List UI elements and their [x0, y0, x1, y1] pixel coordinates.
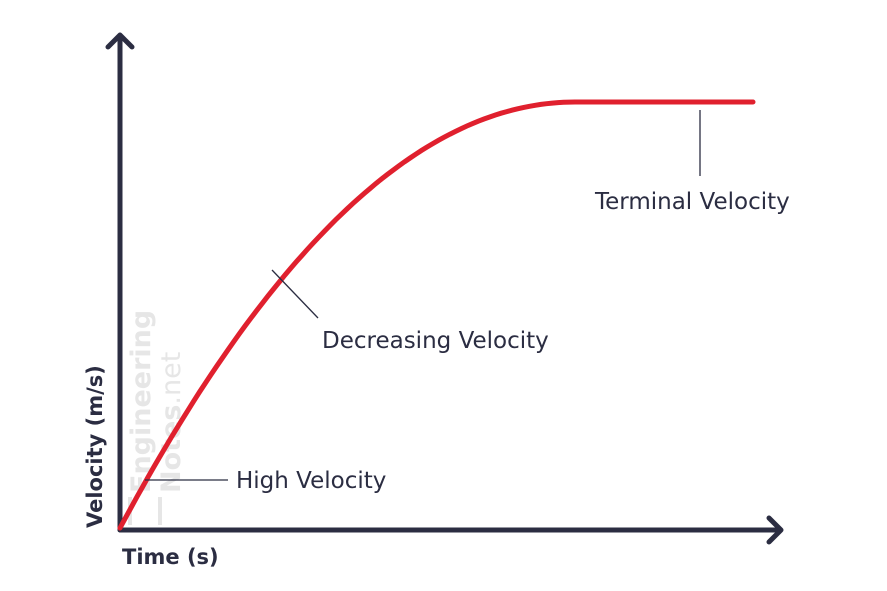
axes [105, 32, 784, 545]
watermark-logo: Engineering Notes.net [126, 310, 187, 525]
y-axis-arrow [105, 32, 135, 50]
y-axis-label: Velocity (m/s) [83, 365, 107, 528]
decreasing-velocity-leader [271, 269, 319, 319]
terminal-velocity-label: Terminal Velocity [594, 189, 790, 215]
high-velocity-label: High Velocity [236, 468, 386, 494]
decreasing-velocity-label: Decreasing Velocity [322, 328, 549, 354]
watermark-bar-2 [158, 497, 162, 525]
watermark-line1: Engineering [126, 310, 157, 493]
x-axis-label: Time (s) [122, 545, 219, 569]
watermark-line2: Notes.net [156, 352, 187, 493]
velocity-curve [117, 99, 756, 531]
x-axis-arrow [766, 515, 784, 545]
